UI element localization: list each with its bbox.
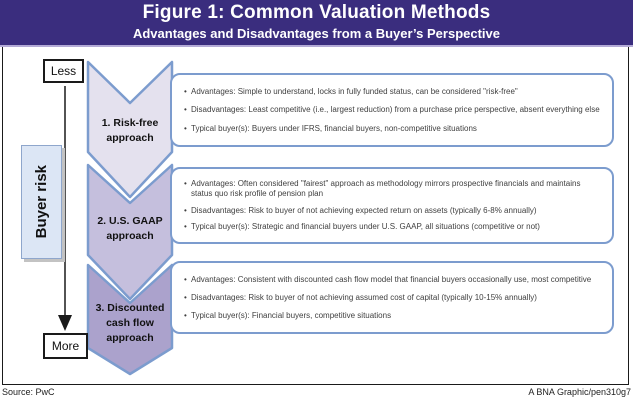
bullet-icon: • [184,274,187,284]
risk-more-box: More [43,333,88,359]
step-2-typical-buyers: • Typical buyer(s): Strategic and financi… [184,222,540,232]
bullet-icon: • [184,292,187,302]
risk-less-label: Less [50,64,77,78]
chevron-step-1 [86,60,174,199]
step-1-details-box: • Advantages: Simple to understand, locks… [170,73,614,147]
figure-header: Figure 1: Common Valuation Methods Advan… [0,0,633,47]
bullet-icon: • [184,205,187,215]
step-3-details-box: • Advantages: Consistent with discounted … [170,261,614,334]
bullet-icon: • [184,86,187,96]
risk-arrow-head-icon [58,315,72,331]
bullet-icon: • [184,310,187,320]
step-1-label: 1. Risk-free approach [101,117,159,145]
bullet-icon: • [184,105,187,115]
chevron-step-3 [86,263,174,376]
step-2-advantages: • Advantages: Often considered "fairest" … [184,179,581,198]
step-3-label: 3. Discounted cash flow approach [95,302,165,345]
risk-less-box: Less [43,59,84,83]
step-2-disadvantages: • Disadvantages: Risk to buyer of not ach… [184,205,537,215]
step-2-details-box: • Advantages: Often considered "fairest" … [170,167,614,244]
figure-subtitle: Advantages and Disadvantages from a Buye… [132,26,501,42]
step-1-advantages: • Advantages: Simple to understand, locks… [184,86,518,96]
step-1-disadvantages: • Disadvantages: Least competitive (i.e.,… [184,105,600,115]
step-3-typical-buyers: • Typical buyer(s): Financial buyers, com… [184,310,392,320]
bullet-icon: • [184,222,187,232]
bullet-icon: • [184,179,187,189]
step-3-advantages: • Advantages: Consistent with discounted … [184,274,592,284]
source-note: Source: PwC [2,387,55,397]
step-3-disadvantages: • Disadvantages: Risk to buyer of not ach… [184,292,537,302]
figure-title: Figure 1: Common Valuation Methods [142,2,491,24]
bullet-icon: • [184,123,187,133]
buyer-risk-box: Buyer risk [21,145,62,259]
step-2-label: 2. U.S. GAAP approach [97,215,163,243]
figure-footer: Source: PwC A BNA Graphic/pen310g7 [0,387,633,400]
chevron-step-2 [86,163,174,301]
credit-note: A BNA Graphic/pen310g7 [528,387,631,397]
risk-more-label: More [51,339,80,353]
step-1-typical-buyers: • Typical buyer(s): Buyers under IFRS, fi… [184,123,477,133]
buyer-risk-label: Buyer risk [33,165,50,239]
